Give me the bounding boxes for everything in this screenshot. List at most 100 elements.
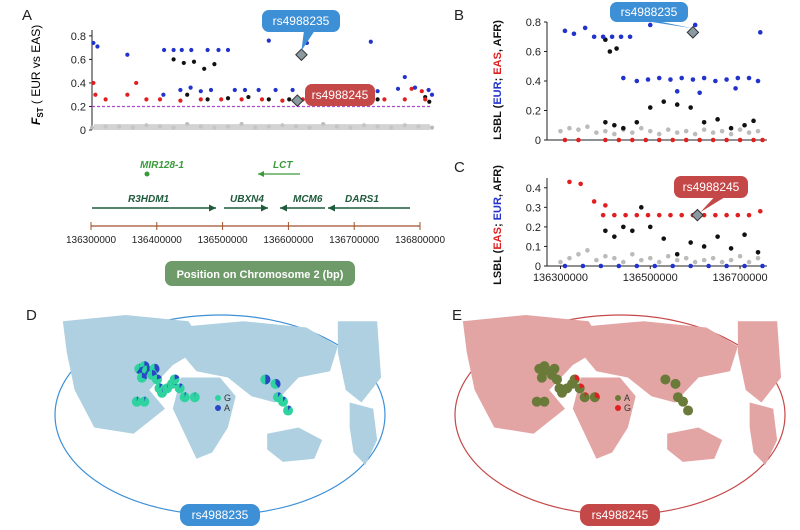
point-eur: [208, 87, 214, 93]
point-eas: [382, 97, 387, 102]
point-other: [612, 131, 617, 137]
point-other: [656, 259, 662, 265]
point-other: [638, 257, 644, 263]
legend-dot: [615, 395, 621, 401]
point-afr: [614, 46, 619, 51]
point-eas: [683, 137, 689, 143]
callout-rs4988235-b: rs4988235: [610, 2, 693, 29]
callout-rs4988235-a-text: rs4988235: [273, 14, 330, 28]
y-tick-label: 0.1: [526, 241, 541, 253]
point-eas: [198, 97, 203, 102]
highlight-diamond: [290, 94, 304, 107]
point-afr: [715, 234, 720, 239]
point-eur: [426, 87, 431, 93]
point-eur: [724, 77, 729, 82]
point-eas: [616, 137, 622, 143]
position-label: Position on Chromosome 2 (bp): [177, 269, 344, 281]
point-other: [719, 259, 725, 265]
panel-b-scatter: 0.8 0.6 0.4 0.2 0 rs4988235: [526, 2, 767, 147]
point-eas: [93, 92, 98, 97]
point-eas: [668, 212, 673, 218]
y-tick-label: 0.2: [526, 106, 541, 118]
point-eas: [737, 137, 743, 143]
point-eas: [591, 199, 597, 204]
point-eur: [179, 47, 184, 53]
point-eur: [735, 75, 741, 81]
point-eur: [670, 263, 676, 269]
point-other: [630, 130, 635, 135]
gene-ubxn4: UBXN4: [230, 194, 264, 205]
point-eas: [419, 89, 424, 94]
map-badge: [580, 504, 660, 526]
point-eur: [674, 89, 680, 94]
point-other: [692, 259, 698, 265]
pie-base: [660, 374, 671, 385]
point-afr: [751, 118, 756, 124]
gene-mcm6: MCM6: [293, 194, 323, 205]
point-afr: [185, 92, 190, 97]
point-afr: [225, 96, 231, 101]
point-eas: [144, 97, 149, 102]
pie-base: [678, 396, 689, 407]
chr-tick-label: 136400000: [132, 235, 182, 246]
pie-slice: [141, 372, 147, 380]
point-eur: [95, 44, 100, 49]
point-eas: [578, 181, 583, 187]
pie-slice: [265, 374, 271, 385]
y-tick-label: 0.8: [71, 31, 86, 43]
pie-slice: [154, 363, 160, 373]
point-eur: [757, 30, 763, 35]
y-tick-label: 0.3: [526, 202, 541, 214]
point-eas: [402, 97, 407, 102]
point-eur: [746, 75, 752, 81]
point-other: [701, 257, 707, 263]
point-eas: [701, 212, 707, 218]
continent: [172, 321, 338, 403]
point-eur: [692, 22, 698, 28]
pie-slice: [579, 383, 585, 389]
panel-letter-b: B: [454, 7, 464, 24]
ubxn4-arrow-head: [261, 204, 268, 212]
point-eas: [603, 137, 608, 143]
point-eas: [219, 97, 224, 102]
pie-slice: [277, 392, 281, 398]
legend-dot: [215, 405, 221, 411]
point-eas: [679, 212, 684, 218]
map-badge-text: rs4988245: [592, 508, 649, 522]
point-other: [674, 130, 680, 135]
panel-letter-c: C: [454, 159, 465, 176]
point-eur: [701, 75, 707, 81]
continent: [349, 402, 378, 465]
point-eas: [735, 212, 741, 218]
pie-slice: [179, 383, 183, 389]
pie-base: [531, 396, 542, 407]
continent: [337, 321, 382, 403]
point-afr: [701, 244, 707, 249]
pie-slice: [136, 396, 139, 402]
point-other: [558, 259, 563, 265]
point-eur: [634, 78, 640, 84]
point-eur: [582, 25, 588, 31]
point-other: [585, 248, 590, 253]
point-eur: [429, 92, 435, 97]
point-other: [701, 127, 707, 132]
point-eur: [733, 86, 738, 91]
point-eas: [157, 97, 163, 102]
callout-rs4988235-b-text: rs4988235: [621, 5, 678, 19]
point-eur: [598, 263, 604, 269]
callout-rs4988235-b-pointer: [651, 22, 693, 29]
point-eur: [645, 77, 651, 82]
point-afr: [427, 99, 432, 104]
y-tick-label: 0.6: [71, 54, 86, 66]
point-eur: [161, 92, 166, 97]
point-afr: [621, 125, 626, 131]
point-eas: [567, 179, 572, 185]
pie-slice: [159, 383, 163, 389]
callout-rs4988245-c-box: [674, 176, 748, 198]
point-afr: [755, 250, 761, 255]
point-eas: [746, 212, 752, 218]
x-tick-label: 136500000: [623, 272, 678, 284]
continent: [267, 427, 323, 462]
